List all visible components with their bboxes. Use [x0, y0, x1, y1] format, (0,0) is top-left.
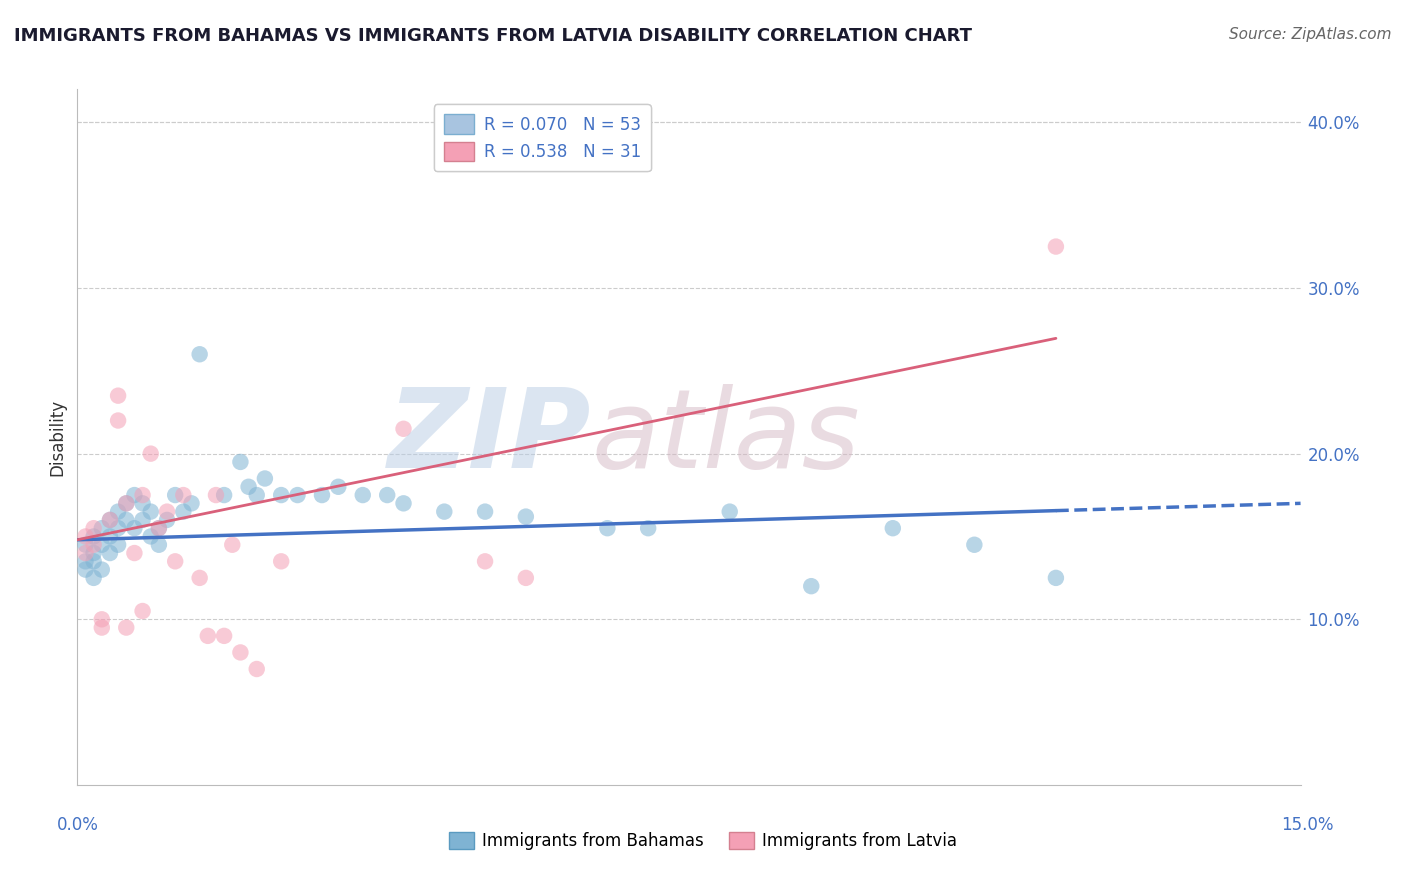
Point — [637, 521, 659, 535]
Point — [124, 488, 146, 502]
Point — [718, 505, 741, 519]
Point — [131, 488, 153, 502]
Point — [90, 521, 112, 535]
Point — [131, 513, 153, 527]
Point — [270, 488, 292, 502]
Point — [75, 546, 97, 560]
Point — [98, 513, 121, 527]
Point — [229, 455, 252, 469]
Point — [115, 513, 138, 527]
Point — [800, 579, 823, 593]
Point — [188, 347, 211, 361]
Legend: R = 0.070   N = 53, R = 0.538   N = 31: R = 0.070 N = 53, R = 0.538 N = 31 — [433, 104, 651, 171]
Point — [83, 571, 105, 585]
Point — [148, 521, 170, 535]
Point — [148, 538, 170, 552]
Point — [115, 621, 138, 635]
Point — [83, 529, 105, 543]
Text: 0.0%: 0.0% — [56, 816, 98, 834]
Point — [352, 488, 374, 502]
Point — [139, 529, 162, 543]
Point — [124, 546, 146, 560]
Point — [83, 546, 105, 560]
Point — [596, 521, 619, 535]
Point — [474, 554, 496, 568]
Point — [205, 488, 228, 502]
Point — [197, 629, 219, 643]
Point — [75, 538, 97, 552]
Text: ZIP: ZIP — [388, 384, 591, 491]
Point — [253, 471, 276, 485]
Point — [107, 538, 129, 552]
Point — [882, 521, 904, 535]
Point — [124, 521, 146, 535]
Point — [156, 505, 179, 519]
Point — [392, 422, 415, 436]
Point — [165, 554, 187, 568]
Point — [221, 538, 243, 552]
Point — [328, 480, 350, 494]
Point — [246, 488, 269, 502]
Point — [212, 629, 235, 643]
Text: atlas: atlas — [591, 384, 859, 491]
Point — [90, 563, 112, 577]
Point — [90, 621, 112, 635]
Point — [90, 612, 112, 626]
Point — [75, 563, 97, 577]
Y-axis label: Disability: Disability — [48, 399, 66, 475]
Point — [229, 645, 252, 659]
Point — [139, 447, 162, 461]
Legend: Immigrants from Bahamas, Immigrants from Latvia: Immigrants from Bahamas, Immigrants from… — [441, 825, 965, 857]
Point — [131, 496, 153, 510]
Point — [1045, 571, 1067, 585]
Point — [311, 488, 333, 502]
Point — [107, 521, 129, 535]
Point — [515, 571, 537, 585]
Text: 15.0%: 15.0% — [1281, 816, 1334, 834]
Point — [98, 546, 121, 560]
Point — [148, 521, 170, 535]
Point — [83, 521, 105, 535]
Point — [90, 538, 112, 552]
Point — [115, 496, 138, 510]
Point — [212, 488, 235, 502]
Point — [270, 554, 292, 568]
Point — [963, 538, 986, 552]
Text: Source: ZipAtlas.com: Source: ZipAtlas.com — [1229, 27, 1392, 42]
Point — [515, 509, 537, 524]
Point — [75, 554, 97, 568]
Point — [172, 488, 194, 502]
Point — [75, 529, 97, 543]
Point — [1045, 239, 1067, 253]
Point — [238, 480, 260, 494]
Point — [107, 505, 129, 519]
Point — [180, 496, 202, 510]
Point — [83, 538, 105, 552]
Point — [131, 604, 153, 618]
Point — [172, 505, 194, 519]
Point — [156, 513, 179, 527]
Point — [107, 389, 129, 403]
Text: IMMIGRANTS FROM BAHAMAS VS IMMIGRANTS FROM LATVIA DISABILITY CORRELATION CHART: IMMIGRANTS FROM BAHAMAS VS IMMIGRANTS FR… — [14, 27, 972, 45]
Point — [115, 496, 138, 510]
Point — [392, 496, 415, 510]
Point — [139, 505, 162, 519]
Point — [98, 513, 121, 527]
Point — [246, 662, 269, 676]
Point — [107, 413, 129, 427]
Point — [98, 529, 121, 543]
Point — [83, 554, 105, 568]
Point — [188, 571, 211, 585]
Point — [433, 505, 456, 519]
Point — [375, 488, 398, 502]
Point — [474, 505, 496, 519]
Point — [165, 488, 187, 502]
Point — [287, 488, 309, 502]
